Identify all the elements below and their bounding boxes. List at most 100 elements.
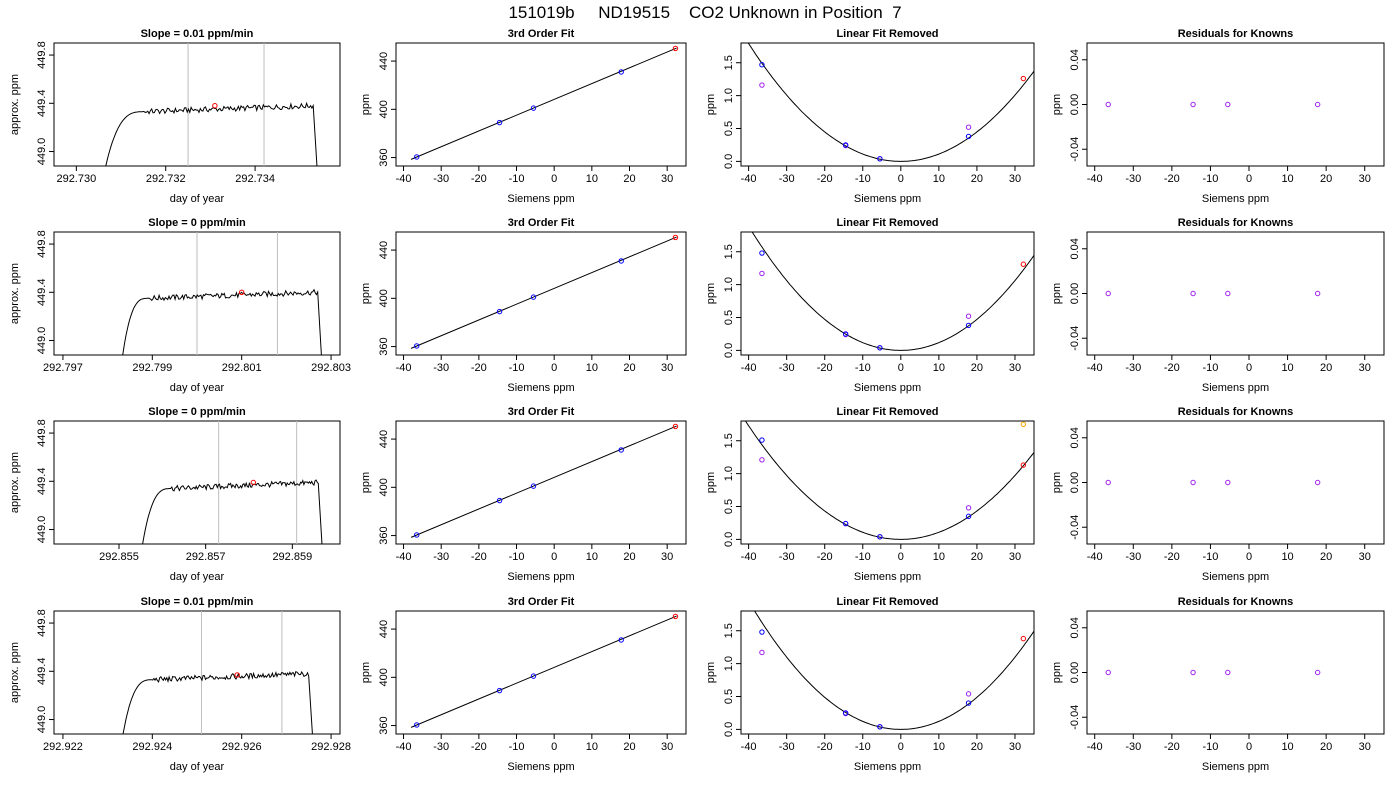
plot-area <box>142 421 323 544</box>
x-tick-label: 10 <box>933 551 945 563</box>
plot-area <box>410 45 679 160</box>
fit-point <box>618 637 624 643</box>
x-tick-label: -40 <box>396 741 412 753</box>
x-tick-label: 30 <box>1359 741 1371 753</box>
x-tick-label: -20 <box>1164 741 1180 753</box>
fit-point <box>530 483 537 489</box>
unknown-point <box>1020 75 1027 82</box>
y-tick-label: 1.5 <box>723 623 735 638</box>
x-tick-label: -30 <box>433 173 449 185</box>
x-tick-label: 20 <box>1320 551 1332 563</box>
plot-area <box>410 234 679 349</box>
y-tick-label: 0.5 <box>723 121 735 136</box>
fit-point <box>842 710 849 716</box>
unknown-point <box>238 289 245 295</box>
y-tick-label: -0.04 <box>1069 515 1081 540</box>
linear-point <box>759 82 765 88</box>
x-axis-label: Siemens ppm <box>1202 571 1269 583</box>
panel-title: Residuals for Knowns <box>1178 596 1294 608</box>
y-axis-label: ppm <box>1051 283 1063 304</box>
plot-frame <box>1086 420 1385 545</box>
plot-area <box>1105 290 1321 297</box>
x-tick-label: -20 <box>817 173 833 185</box>
y-tick-label: 0.0 <box>723 154 735 169</box>
x-axis-label: Siemens ppm <box>1202 761 1269 773</box>
panel-title: Linear Fit Removed <box>836 217 938 229</box>
plot-area <box>410 423 679 538</box>
y-axis-label: ppm <box>705 662 717 683</box>
panel-fit-row1: 3rd Order Fit -40 -30 -20 -10 0 10 20 30 360 400 44… <box>360 28 687 205</box>
x-tick-label: 10 <box>1281 741 1293 753</box>
residual-point <box>1190 101 1196 108</box>
residual-point <box>1225 101 1231 108</box>
panel-title: Linear Fit Removed <box>836 28 938 40</box>
fit-point <box>759 629 765 635</box>
trace-line <box>122 288 322 355</box>
x-tick-label: 20 <box>971 551 983 563</box>
x-tick-label: -30 <box>433 362 449 374</box>
residual-point <box>1314 290 1321 297</box>
linear-point <box>759 457 765 463</box>
panel-title: 3rd Order Fit <box>508 596 575 608</box>
fit-point <box>965 133 972 140</box>
x-tick-label: 20 <box>1320 362 1332 374</box>
panel-title: Slope = 0.01 ppm/min <box>141 28 254 40</box>
x-tick-label: -40 <box>396 551 412 563</box>
x-axis-label: day of year <box>170 761 225 773</box>
x-tick-label: -20 <box>1164 362 1180 374</box>
fit-point <box>965 513 972 520</box>
panel-trace-row3: Slope = 0 ppm/min 292.855 292.857 292.859 44… <box>9 406 341 583</box>
y-tick-label: 449.0 <box>36 138 48 166</box>
x-tick-label: -30 <box>1125 551 1141 563</box>
y-tick-label: 0.5 <box>723 689 735 704</box>
x-tick-label: 20 <box>623 741 635 753</box>
x-tick-label: 292.803 <box>311 362 351 374</box>
panel-title: 3rd Order Fit <box>508 217 575 229</box>
plot-frame <box>740 420 1035 545</box>
panel-title: Residuals for Knowns <box>1178 217 1294 229</box>
fit-point <box>759 62 765 68</box>
x-tick-label: -20 <box>817 551 833 563</box>
x-axis-label: Siemens ppm <box>1202 382 1269 394</box>
x-tick-label: -40 <box>396 173 412 185</box>
fit-curve <box>754 611 1034 730</box>
fit-point <box>496 308 503 315</box>
fit-point <box>618 69 624 75</box>
y-tick-label: 1.5 <box>723 55 735 70</box>
x-tick-label: 0 <box>551 362 557 374</box>
y-tick-label: 449.0 <box>36 706 48 734</box>
panel-residual-row2: Residuals for Knowns -40 -30 -20 -10 0 10 20 30 -… <box>1051 217 1385 394</box>
y-tick-label: 0.0 <box>723 343 735 358</box>
extra-point <box>1020 421 1027 427</box>
x-tick-label: 10 <box>1281 362 1293 374</box>
x-tick-label: -10 <box>509 551 525 563</box>
fit-point <box>877 534 883 540</box>
x-axis-label: Siemens ppm <box>854 571 921 583</box>
y-axis-label: ppm <box>360 94 372 115</box>
residual-point <box>1190 669 1196 676</box>
x-tick-label: 30 <box>661 741 673 753</box>
y-axis-label: ppm <box>360 472 372 493</box>
residual-point <box>1105 669 1111 676</box>
fit-curve <box>744 421 1034 540</box>
y-tick-label: 0.5 <box>723 310 735 325</box>
x-tick-label: -40 <box>741 741 757 753</box>
fit-point <box>530 105 537 111</box>
x-tick-label: -30 <box>779 551 795 563</box>
y-tick-label: 0.04 <box>1069 617 1081 638</box>
plot-frame <box>1086 610 1385 735</box>
figure-title: 151019b ND19515 CO2 Unknown in Position … <box>508 3 901 22</box>
x-tick-label: -40 <box>741 551 757 563</box>
unknown-point <box>1020 635 1027 642</box>
x-tick-label: -20 <box>471 741 487 753</box>
panel-title: Slope = 0 ppm/min <box>148 217 246 229</box>
x-tick-label: -20 <box>817 741 833 753</box>
panel-title: Linear Fit Removed <box>836 596 938 608</box>
residual-point <box>1225 290 1231 297</box>
unknown-point <box>672 234 679 241</box>
y-tick-label: 1.0 <box>723 277 735 292</box>
x-tick-label: 30 <box>1359 551 1371 563</box>
trace-line <box>105 101 318 166</box>
linear-point <box>759 649 765 656</box>
x-axis-label: Siemens ppm <box>507 571 574 583</box>
